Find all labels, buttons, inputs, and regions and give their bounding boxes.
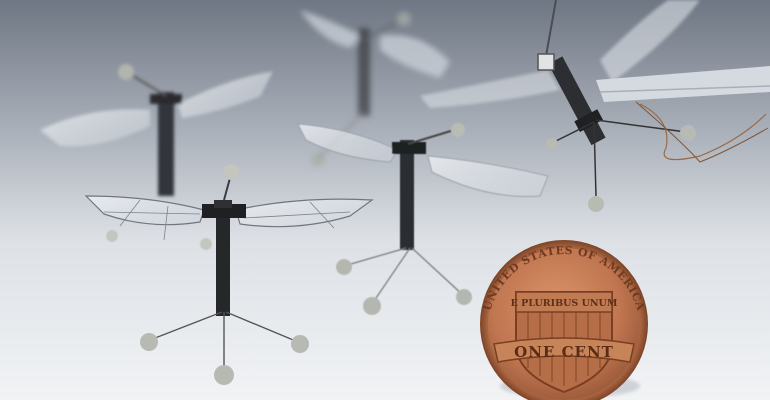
robot-far-center [300, 10, 450, 167]
robot-back-left [39, 64, 273, 196]
robot-middle [297, 123, 549, 315]
robot-front [84, 164, 374, 385]
coin-motto: E PLURIBUS UNUM [511, 298, 618, 309]
robot-held [420, 0, 770, 212]
coin-denomination: ONE CENT [514, 343, 614, 361]
tweezers [596, 66, 770, 102]
